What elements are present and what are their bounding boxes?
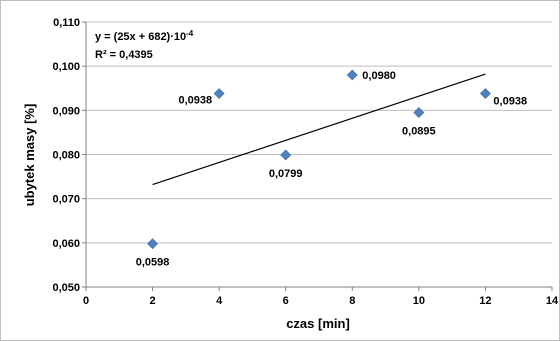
data-label: 0,0598: [136, 257, 170, 269]
data-label: 0,0980: [362, 70, 396, 82]
x-tick-label: 4: [216, 295, 223, 307]
equation-text: y = (25x + 682)·10: [95, 31, 186, 43]
x-tick-labels: 0 2 4 6 8 10 12 14: [83, 287, 559, 307]
data-label: 0,0799: [269, 168, 303, 180]
x-tick-label: 12: [479, 295, 491, 307]
grid-lines: [86, 21, 552, 244]
data-point: [213, 88, 225, 99]
equation-label: y = (25x + 682)·10-4: [95, 29, 194, 43]
x-tick-label: 8: [349, 295, 355, 307]
data-labels: 0,0598 0,0938 0,0799 0,0980 0,0895 0,0938: [136, 70, 527, 269]
data-label: 0,0938: [178, 95, 212, 107]
x-tick-label: 14: [546, 295, 559, 307]
y-tick-label: 0,100: [52, 61, 80, 73]
x-tick-label: 2: [150, 295, 156, 307]
x-axis-title: czas [min]: [286, 316, 350, 331]
data-point: [480, 88, 491, 99]
y-tick-label: 0,050: [52, 282, 80, 294]
y-tick-label: 0,080: [52, 150, 80, 162]
trendline: [152, 73, 486, 186]
y-tick-labels: 0,050 0,060 0,070 0,080 0,090 0,100 0,110: [52, 17, 86, 294]
y-tick-label: 0,060: [52, 238, 80, 250]
data-point: [147, 238, 158, 250]
y-tick-label: 0,090: [52, 105, 80, 117]
r-squared-label: R² = 0,4395: [95, 49, 153, 61]
data-label: 0,0895: [402, 126, 436, 138]
data-point: [413, 107, 425, 118]
x-tick-label: 0: [83, 295, 89, 307]
y-tick-label: 0,070: [52, 194, 80, 206]
data-label: 0,0938: [493, 96, 527, 108]
data-point: [346, 69, 358, 81]
x-tick-label: 6: [283, 295, 289, 307]
data-points: [147, 69, 491, 250]
y-axis-title: ubytek masy [%]: [22, 104, 37, 207]
x-tick-label: 10: [413, 295, 425, 307]
data-point: [280, 149, 292, 161]
equation-exponent: -4: [186, 29, 194, 38]
y-tick-label: 0,110: [53, 17, 80, 29]
